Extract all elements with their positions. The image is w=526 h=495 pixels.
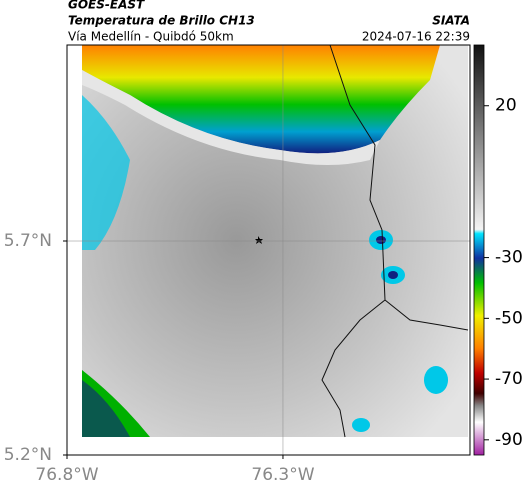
map-axes: [66, 44, 471, 456]
route: Vía Medellín - Quibdó 50km: [68, 30, 234, 44]
colorbar-tick-label: -90: [495, 430, 523, 450]
x-tick-label: 76.8°W: [35, 465, 98, 485]
title: GOES-EAST: [68, 0, 145, 12]
colorbar-tick-label: -70: [495, 369, 523, 389]
y-tick-label: 5.7°N: [4, 231, 52, 251]
colorbar: [473, 44, 485, 456]
source: SIATA: [432, 14, 470, 28]
y-tick-label: 5.2°N: [4, 445, 52, 465]
colorbar-tick-label: 20: [495, 96, 517, 116]
colorbar-tick-label: -30: [495, 248, 523, 268]
colorbar-tick-label: -50: [495, 308, 523, 328]
timestamp: 2024-07-16 22:39: [362, 30, 470, 44]
subtitle: Temperatura de Brillo CH13: [68, 14, 255, 28]
x-tick-label: 76.3°W: [251, 465, 314, 485]
